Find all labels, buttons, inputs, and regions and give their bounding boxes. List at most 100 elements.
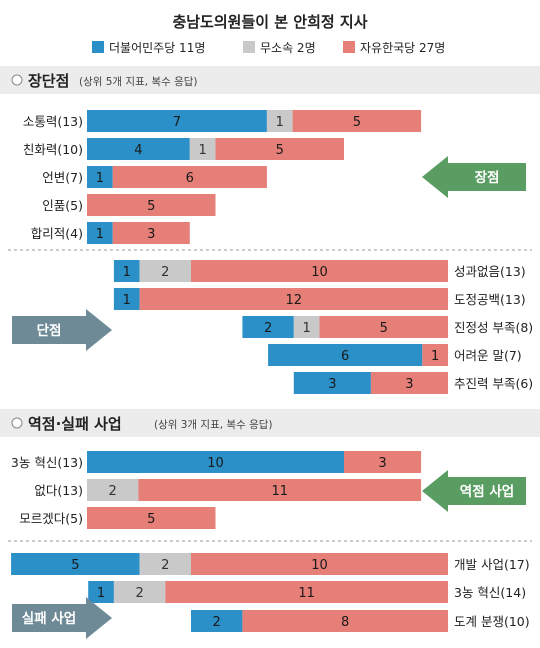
bar-value-label: 1: [431, 349, 439, 364]
category-label: 소통력(13): [23, 114, 83, 129]
failed-arrow-label: 실패 사업: [22, 611, 76, 627]
category-label: 모르겠다(5): [19, 511, 83, 526]
bar-value-label: 1: [123, 293, 131, 308]
bar-value-label: 4: [134, 143, 142, 158]
section-header-bg: [0, 66, 540, 94]
section-title: 역점·실패 사업: [28, 415, 122, 433]
bar-value-label: 1: [97, 586, 105, 601]
bar-value-label: 1: [199, 143, 207, 158]
bar-segment: [215, 138, 344, 160]
bar-segment: [113, 260, 140, 282]
bar-segment: [292, 110, 422, 132]
legend-label: 무소속 2명: [260, 41, 316, 55]
bar-value-label: 10: [311, 558, 328, 573]
bar-segment: [138, 479, 422, 501]
bar-value-label: 5: [380, 321, 388, 336]
bar-value-label: 8: [341, 615, 349, 630]
section-bullet-icon: [11, 74, 23, 86]
bar-segment: [191, 260, 448, 282]
bar-segment: [242, 316, 294, 338]
category-label: 진정성 부족(8): [454, 320, 533, 335]
weaknesses-arrow-icon: [12, 309, 112, 351]
section-bullet-icon: [11, 417, 23, 429]
bar-value-label: 2: [161, 265, 169, 280]
bar-value-label: 11: [298, 586, 315, 601]
bar-value-label: 3: [378, 456, 386, 471]
bar-segment: [113, 581, 166, 603]
section-note: (상위 3개 지표, 복수 응답): [154, 418, 273, 431]
bar-value-label: 6: [341, 349, 349, 364]
bar-value-label: 7: [173, 115, 181, 130]
bar-value-label: 5: [147, 199, 155, 214]
bar-segment: [112, 222, 190, 244]
bar-segment: [242, 610, 448, 632]
bar-value-label: 1: [96, 171, 104, 186]
bar-segment: [191, 553, 448, 575]
bar-value-label: 6: [186, 171, 194, 186]
bar-value-label: 2: [135, 586, 143, 601]
bar-value-label: 1: [303, 321, 311, 336]
category-label: 도정공백(13): [454, 292, 526, 307]
bar-value-label: 5: [71, 558, 79, 573]
bar-segment: [139, 260, 191, 282]
strengths-arrow-label: 장점: [475, 169, 500, 186]
bar-segment: [268, 344, 423, 366]
section-title: 장단점: [28, 72, 69, 90]
bar-value-label: 1: [123, 265, 131, 280]
bar-segment: [293, 316, 320, 338]
bar-value-label: 5: [353, 115, 361, 130]
bar-value-label: 1: [276, 115, 284, 130]
bar-segment: [113, 288, 140, 310]
bar-segment: [11, 553, 140, 575]
category-label: 어려운 말(7): [454, 348, 522, 363]
bar-segment: [88, 581, 114, 603]
bar-value-label: 10: [207, 456, 224, 471]
bar-value-label: 2: [213, 615, 221, 630]
bar-segment: [87, 451, 344, 473]
bar-segment: [87, 507, 216, 529]
bar-value-label: 3: [405, 377, 413, 392]
legend-label: 더불어민주당 11명: [109, 41, 205, 55]
category-label: 친화력(10): [23, 142, 83, 157]
bar-segment: [139, 288, 448, 310]
section-note: (상위 5개 지표, 복수 응답): [79, 75, 198, 88]
bar-value-label: 3: [147, 227, 155, 242]
legend-swatch: [243, 41, 255, 53]
category-label: 성과없음(13): [454, 264, 526, 279]
bar-segment: [87, 194, 216, 216]
bar-segment: [344, 451, 422, 473]
category-label: 3농 혁신(13): [11, 455, 83, 470]
legend-swatch: [343, 41, 355, 53]
bar-segment: [87, 138, 190, 160]
section-header-bg: [0, 409, 540, 437]
bar-segment: [293, 372, 371, 394]
category-label: 추진력 부족(6): [454, 376, 533, 391]
bar-segment: [139, 553, 191, 575]
bar-segment: [422, 344, 448, 366]
bar-segment: [87, 166, 113, 188]
bar-segment: [165, 581, 449, 603]
category-label: 개발 사업(17): [454, 557, 530, 572]
bar-value-label: 12: [286, 293, 303, 308]
focus-arrow-label: 역점 사업: [460, 483, 514, 500]
category-label: 3농 혁신(14): [454, 585, 526, 600]
category-label: 인품(5): [42, 198, 83, 213]
category-label: 도계 분쟁(10): [454, 614, 530, 629]
bar-segment: [266, 110, 293, 132]
bar-value-label: 5: [276, 143, 284, 158]
bar-segment: [87, 110, 267, 132]
bar-value-label: 2: [264, 321, 272, 336]
bar-segment: [87, 222, 113, 244]
focus-arrow-icon: [422, 470, 526, 512]
bar-value-label: 11: [271, 484, 288, 499]
legend-swatch: [92, 41, 104, 53]
bar-segment: [370, 372, 448, 394]
bar-value-label: 1: [96, 227, 104, 242]
bar-segment: [189, 138, 216, 160]
bar-segment: [191, 610, 243, 632]
bar-value-label: 10: [311, 265, 328, 280]
bar-segment: [87, 479, 139, 501]
bar-value-label: 2: [109, 484, 117, 499]
